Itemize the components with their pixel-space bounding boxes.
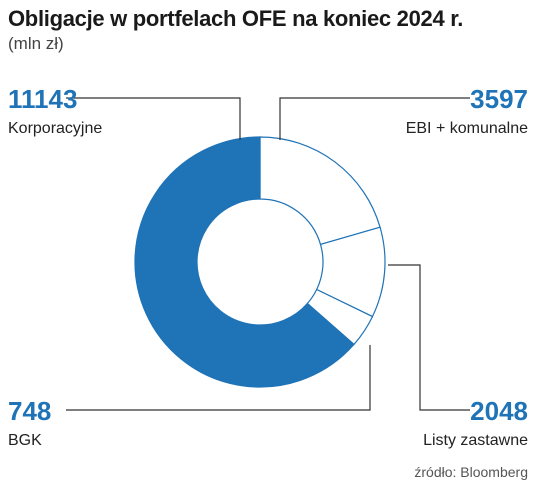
- chart-title: Obligacje w portfelach OFE na koniec 202…: [8, 6, 464, 31]
- donut-slice-ebi-komunalne: [259, 136, 381, 246]
- leader-line-ebi: [279, 97, 470, 140]
- leader-line-bgk: [66, 345, 371, 411]
- value-korporacyjne: 11143: [8, 84, 78, 114]
- chart-subtitle: (mln zł): [8, 34, 64, 53]
- value-ebi-komunalne: 3597: [470, 84, 528, 114]
- value-bgk: 748: [8, 396, 52, 426]
- label-bgk: BGK: [8, 432, 42, 449]
- value-listy-zastawne: 2048: [470, 396, 528, 426]
- label-ebi-komunalne: EBI + komunalne: [405, 120, 528, 137]
- leader-line-listy: [388, 264, 470, 411]
- source-note: źródło: Bloomberg: [414, 464, 528, 480]
- label-korporacyjne: Korporacyjne: [8, 120, 103, 137]
- leader-line-korporacyjne: [66, 97, 241, 140]
- donut-slice-korporacyjne: [134, 136, 355, 388]
- label-listy-zastawne: Listy zastawne: [423, 432, 528, 449]
